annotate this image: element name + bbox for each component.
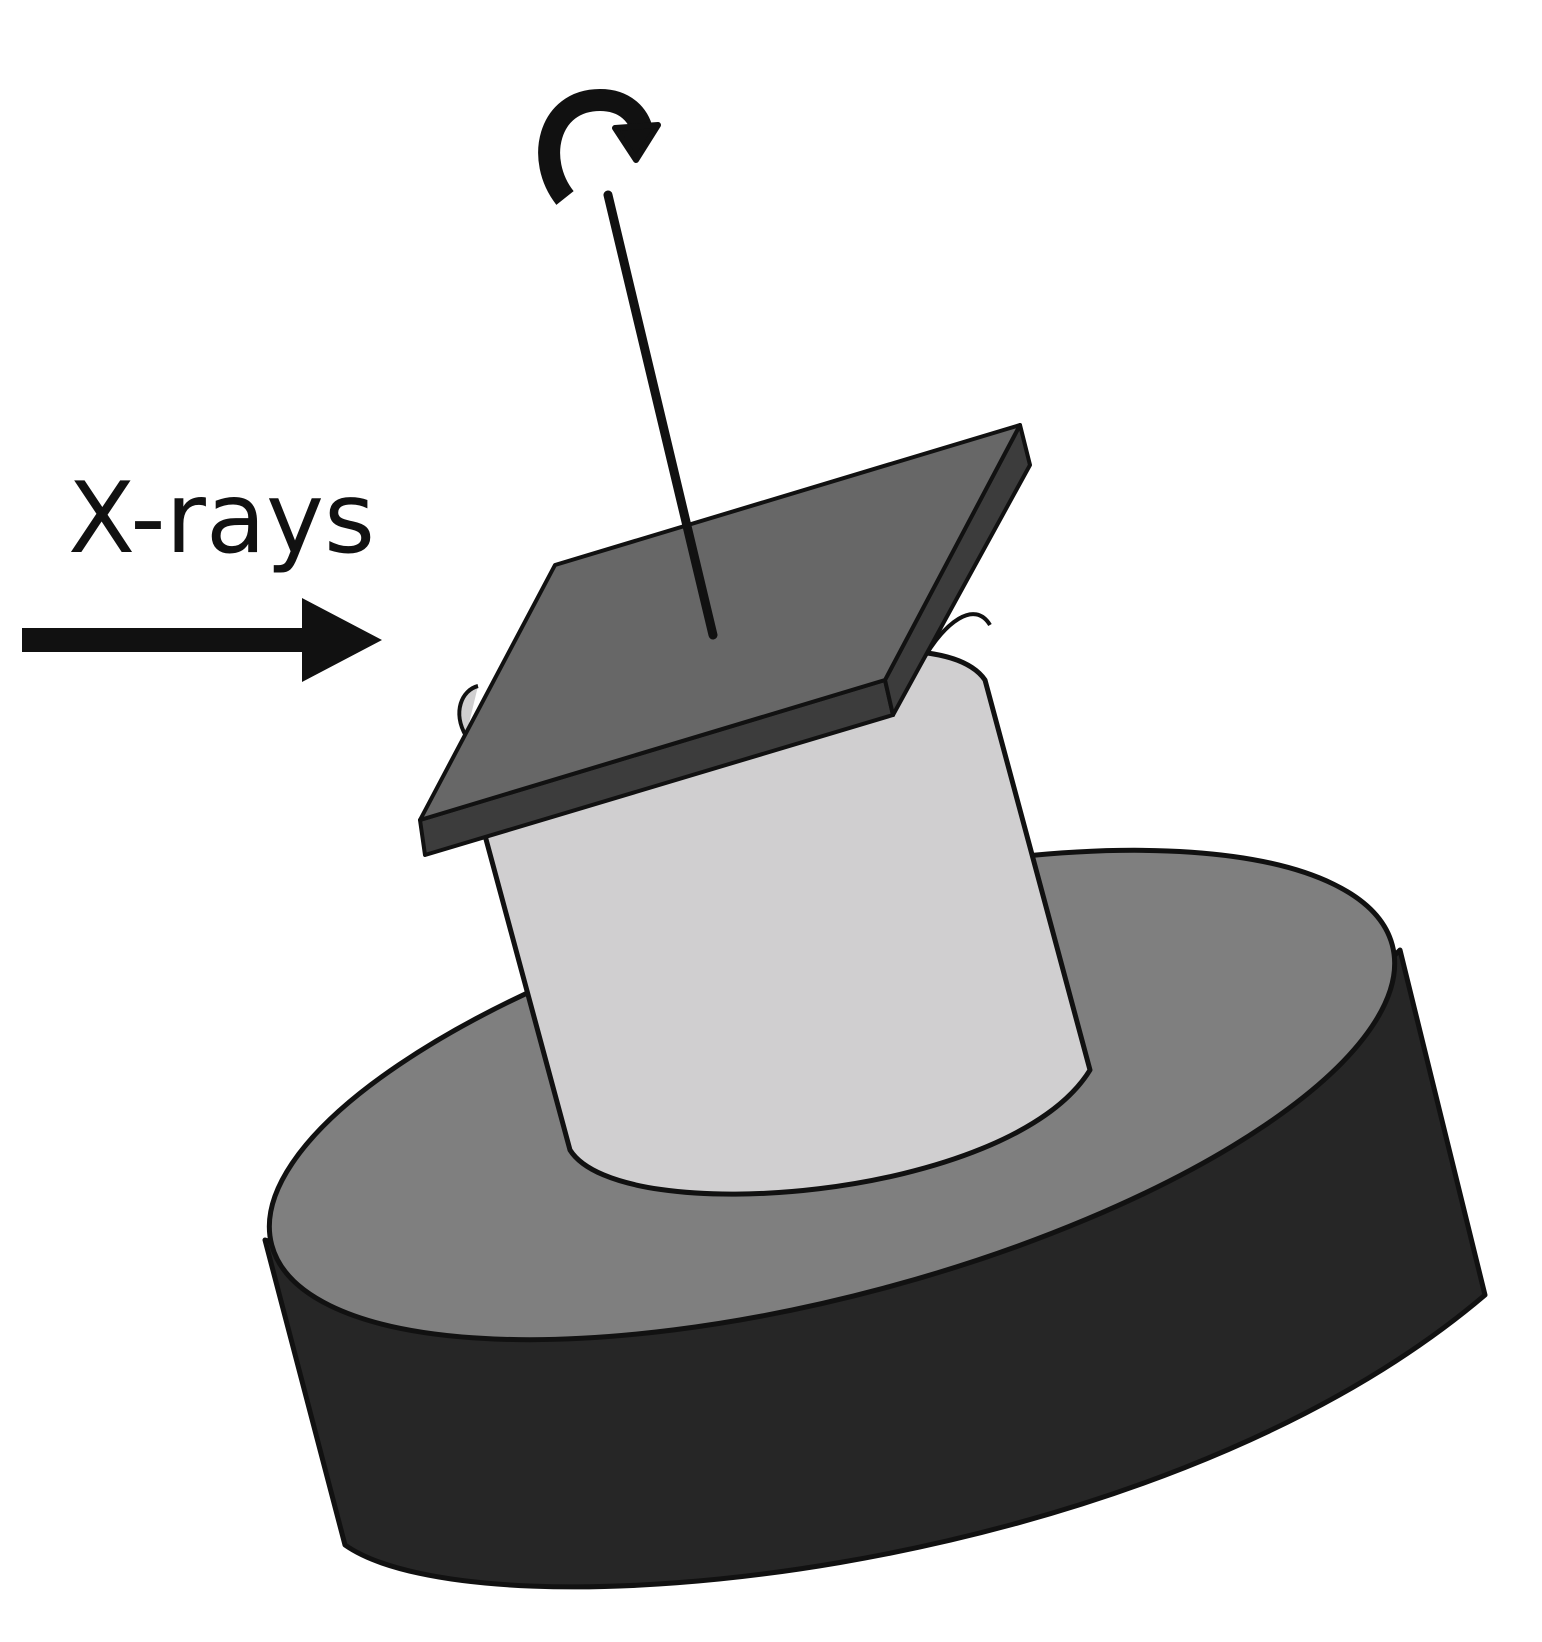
- arrow-right-icon: [22, 598, 382, 682]
- rotation-axis: [603, 190, 718, 640]
- rotate-clockwise-icon: [538, 88, 661, 205]
- xrays-label: X-rays: [68, 462, 375, 576]
- cylinder-rim-left: [457, 684, 479, 738]
- sample-plate: [418, 423, 1022, 822]
